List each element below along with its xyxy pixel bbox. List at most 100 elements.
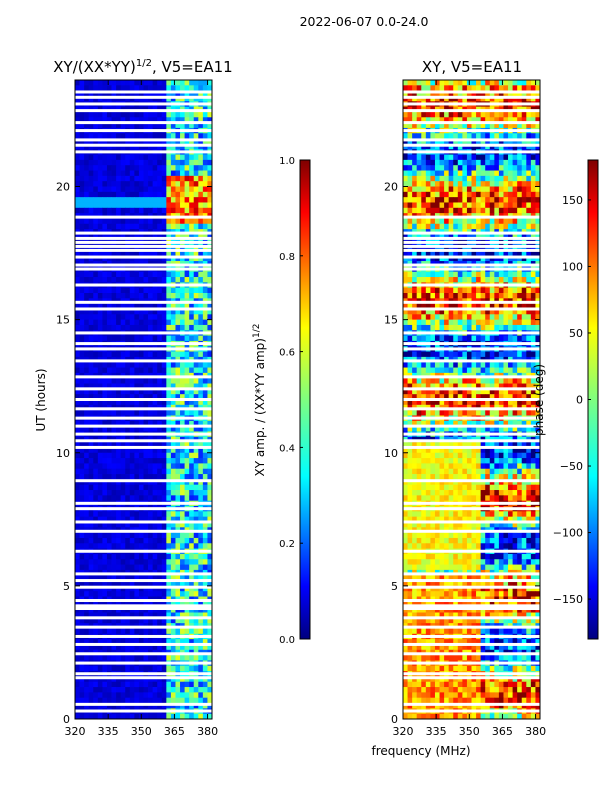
amplitude-cell <box>184 580 190 587</box>
amplitude-cell <box>120 255 126 262</box>
amplitude-cell <box>75 521 80 528</box>
amplitude-cell <box>148 223 154 230</box>
amplitude-cell <box>175 117 181 123</box>
phase-cell <box>448 122 454 129</box>
amplitude-cell <box>175 692 181 699</box>
amplitude-cell <box>166 271 172 278</box>
phase-cell <box>462 154 468 161</box>
amplitude-cell <box>207 271 213 278</box>
phase-cell <box>412 175 418 182</box>
phase-cell <box>403 287 408 294</box>
amplitude-cell <box>184 186 190 193</box>
amplitude-cell <box>148 543 154 549</box>
amplitude-cell <box>152 703 158 709</box>
amplitude-cell <box>175 378 181 384</box>
amplitude-cell <box>97 314 103 321</box>
amplitude-cell <box>202 319 208 326</box>
phase-cell <box>498 255 504 262</box>
amplitude-cell <box>125 90 131 97</box>
amplitude-cell <box>202 676 208 683</box>
phase-cell <box>453 122 459 129</box>
amplitude-cell <box>175 511 181 518</box>
amplitude-cell <box>93 383 99 390</box>
phase-cell <box>444 250 450 257</box>
amplitude-cell <box>161 516 167 523</box>
amplitude-cell <box>125 383 131 390</box>
amplitude-cell <box>125 308 131 315</box>
amplitude-cell <box>202 181 208 187</box>
phase-cell <box>444 271 450 278</box>
phase-cell <box>434 223 440 230</box>
amplitude-cell <box>134 543 140 549</box>
amplitude-cell <box>161 511 167 518</box>
phase-cell <box>453 143 459 150</box>
amplitude-cell <box>84 410 90 416</box>
amplitude-cell <box>184 655 190 661</box>
amplitude-cell <box>120 665 126 672</box>
amplitude-cell <box>102 319 108 326</box>
amplitude-cell <box>193 245 199 251</box>
phase-cell <box>521 250 527 257</box>
amplitude-cell <box>180 308 185 315</box>
amplitude-cell <box>175 175 181 182</box>
amplitude-cell <box>102 585 108 592</box>
amplitude-cell <box>106 543 112 549</box>
amplitude-cell <box>148 681 154 688</box>
phase-cell <box>521 202 527 209</box>
amplitude-cell <box>106 138 112 145</box>
amplitude-cell <box>106 383 112 390</box>
amplitude-cell <box>157 191 163 198</box>
amplitude-cell <box>184 293 190 299</box>
amplitude-cell <box>116 170 122 177</box>
amplitude-cell <box>97 191 103 198</box>
phase-cell <box>457 255 463 262</box>
amplitude-cell <box>143 458 149 464</box>
amplitude-cell <box>88 442 94 448</box>
amplitude-cell <box>93 170 99 177</box>
amplitude-cell <box>184 532 190 539</box>
amplitude-cell <box>93 537 99 544</box>
amplitude-cell <box>134 111 140 118</box>
phase-cell <box>521 90 527 97</box>
amplitude-cell <box>193 388 199 395</box>
amplitude-cell <box>88 383 94 390</box>
amplitude-cell <box>129 143 135 150</box>
amplitude-cell <box>102 532 108 539</box>
amplitude-cell <box>161 324 167 331</box>
phase-cell <box>476 95 482 102</box>
amplitude-cell <box>161 564 167 571</box>
amplitude-cell <box>175 293 181 299</box>
amplitude-cell <box>157 463 163 470</box>
amplitude-cell <box>180 143 185 150</box>
amplitude-cell <box>125 335 131 342</box>
phase-cell <box>471 138 477 145</box>
amplitude-cell <box>79 458 85 464</box>
amplitude-cell <box>75 186 80 193</box>
amplitude-cell <box>180 484 185 491</box>
amplitude-cell <box>193 639 199 645</box>
amplitude-cell <box>84 703 90 709</box>
amplitude-cell <box>189 394 195 400</box>
phase-cell <box>430 207 436 214</box>
amplitude-cell <box>152 697 158 704</box>
amplitude-cell <box>198 479 204 486</box>
amplitude-cell <box>93 303 99 310</box>
amplitude-cell <box>102 607 108 613</box>
amplitude-cell <box>125 452 131 459</box>
amplitude-cell <box>97 617 103 624</box>
amplitude-cell <box>134 308 140 315</box>
amplitude-cell <box>157 85 163 92</box>
amplitude-cell <box>175 170 181 177</box>
amplitude-cell <box>184 175 190 182</box>
flagged-row <box>75 432 212 436</box>
phase-cell <box>535 95 541 102</box>
amplitude-cell <box>202 697 208 704</box>
amplitude-cell <box>116 703 122 709</box>
amplitude-cell <box>180 442 185 448</box>
amplitude-cell <box>189 426 195 432</box>
amplitude-cell <box>193 378 199 384</box>
amplitude-cell <box>143 324 149 331</box>
amplitude-cell <box>97 532 103 539</box>
amplitude-cell <box>120 95 126 102</box>
phase-cell <box>448 186 454 193</box>
